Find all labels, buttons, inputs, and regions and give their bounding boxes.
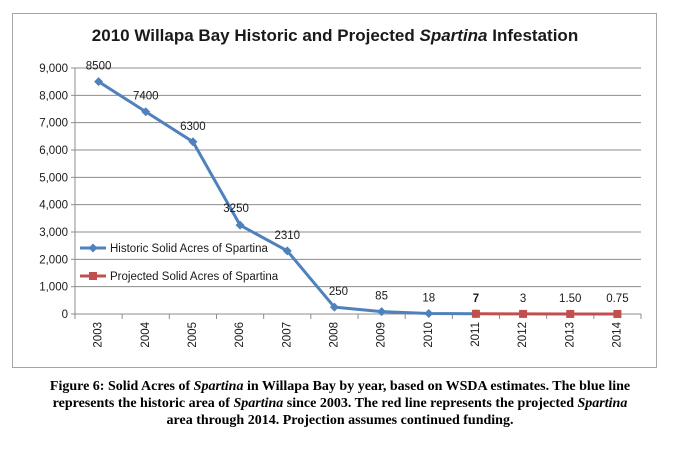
caption-text: area through 2014. Projection assumes co… [166,413,514,428]
data-point-historic [188,137,198,147]
caption-text: since 2003. The red line represents the … [283,396,578,411]
data-label: 18 [422,293,435,305]
x-axis: 2003 2004 2005 2006 2007 2008 2009 2010 2011 2012… [74,313,642,348]
data-label: 6300 [180,121,206,133]
data-point-projected [613,309,622,318]
y-tick-label: 1,000 [39,282,68,294]
data-point-historic [282,246,292,256]
data-point-projected [566,309,575,318]
caption-text: Figure 6: Solid Acres of [49,379,194,394]
data-point-historic [235,220,245,230]
chart-title-part-1: 2010 Willapa Bay Historic and Projected [92,26,420,45]
data-label: 2310 [274,230,300,242]
data-label: 3 [520,293,526,305]
legend: Historic Solid Acres of Spartina Projecte… [80,243,279,283]
data-point-historic [141,107,151,117]
caption-italic-text: Spartina [233,396,284,411]
x-tick-label: 2013 [564,322,576,348]
gridlines [75,67,641,288]
x-tick-label: 2004 [140,321,152,347]
chart-title: 2010 Willapa Bay Historic and Projected … [92,26,578,45]
chart-frame: 2010 Willapa Bay Historic and Projected … [12,13,657,368]
caption-italic-text: Spartina [577,396,628,411]
x-tick-label: 2012 [517,322,529,348]
x-tick-label: 2009 [376,322,388,348]
figure-caption: Figure 6: Solid Acres of Spartina in Wil… [40,378,640,429]
x-tick-label: 2006 [234,322,246,348]
data-labels: 8500 7400 6300 3250 2310 250 85 18 7 3 1.50 0.75 [86,61,629,305]
x-tick-label: 2011 [470,322,482,347]
data-label: 3250 [223,203,249,215]
y-tick-label: 9,000 [39,63,68,75]
data-label: 250 [329,286,348,298]
data-point-projected [471,309,480,318]
x-tick-label: 2007 [281,322,293,348]
data-label: 7400 [133,91,159,103]
data-label: 7 [473,293,479,305]
data-point-historic [377,307,387,317]
chart-svg: 2010 Willapa Bay Historic and Projected … [39,26,642,348]
x-tick-label: 2010 [423,322,435,348]
data-label: 0.75 [606,293,628,305]
caption-italic-text: Spartina [193,379,244,394]
y-tick-label: 5,000 [39,172,68,184]
data-point-historic [94,77,104,87]
x-tick-label: 2014 [611,321,623,347]
data-point-projected [519,309,528,318]
chart-title-italic: Spartina [420,26,488,45]
legend-entry-label: Historic Solid Acres of Spartina [110,243,268,255]
legend-marker-square [89,272,97,280]
series-layer [94,77,622,319]
y-tick-label: 7,000 [39,118,68,130]
y-tick-label: 2,000 [39,254,68,266]
x-tick-label: 2008 [328,322,340,348]
data-point-historic [424,309,434,319]
x-tick-label: 2003 [93,322,105,348]
legend-entry-label: Projected Solid Acres of Spartina [110,271,279,283]
legend-marker-diamond [88,243,98,253]
y-tick-label: 8,000 [39,90,68,102]
x-tick-label: 2005 [187,322,199,348]
y-tick-label: 3,000 [39,227,68,239]
chart-title-part-2: Infestation [488,26,579,45]
caption-text: in Willapa Bay by year, based on WSDA es… [52,379,631,411]
y-axis: 0 1,000 2,000 3,000 4,000 5,000 6,000 7,000 8,00… [39,63,76,321]
y-tick-label: 0 [62,309,68,321]
data-point-historic [329,302,339,312]
data-label: 8500 [86,61,112,73]
data-label: 85 [375,291,388,303]
y-tick-label: 6,000 [39,145,68,157]
y-tick-label: 4,000 [39,200,68,212]
data-label: 1.50 [559,293,581,305]
